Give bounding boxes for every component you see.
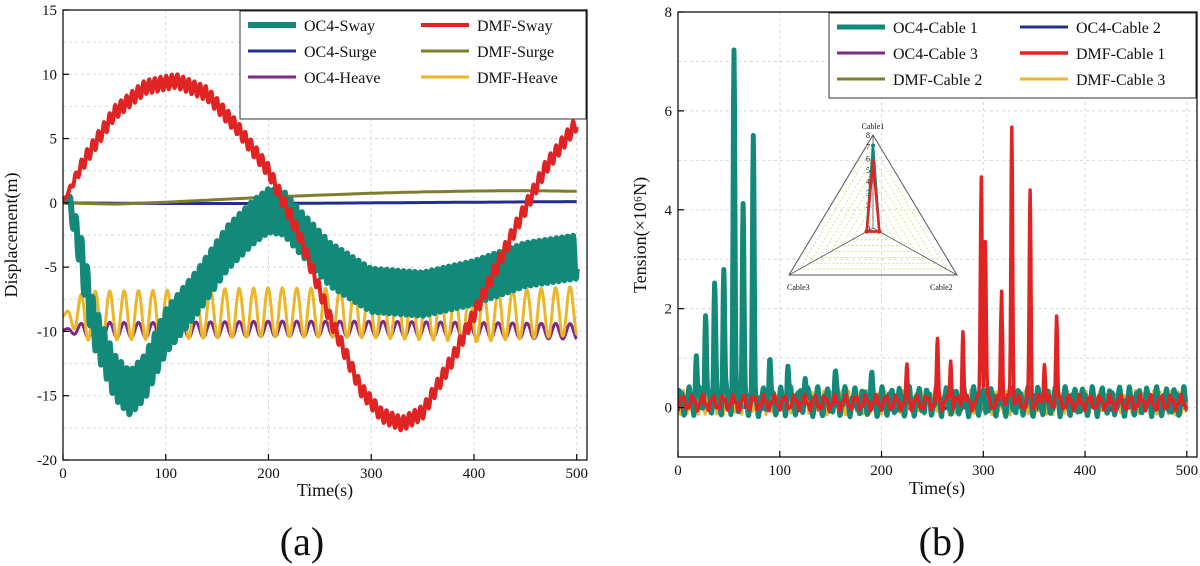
radar-grid-ring xyxy=(809,157,937,264)
panel-b-series xyxy=(678,47,1189,420)
panel-b-x-tick-label: 400 xyxy=(1074,463,1097,479)
panel-a-x-tick-label: 100 xyxy=(154,466,177,482)
panel-a-series xyxy=(63,72,580,433)
panel-b-y-tick-label: 4 xyxy=(665,203,673,219)
radar-point-oc4 xyxy=(871,143,875,148)
panel-a-legend-label-dmf-surge: DMF-Surge xyxy=(477,44,554,61)
panel-b-legend-label-oc4-cable-1: OC4-Cable 1 xyxy=(893,20,978,37)
panel-a-y-tick-label: -10 xyxy=(37,324,57,340)
panel-a-frame xyxy=(62,9,588,461)
panel-a-series-oc4-sway xyxy=(63,186,580,418)
panel-a-y-tick-label: 5 xyxy=(50,132,58,148)
panel-b-y-axis-label: Tension(×10⁶N) xyxy=(630,177,651,293)
panel-b-x-tick-label: 500 xyxy=(1176,463,1199,479)
radar-tick-label: 3 xyxy=(866,189,870,198)
radar-point-dmf xyxy=(864,229,869,234)
panel-a-series-dmf-heave xyxy=(63,285,579,344)
panel-b-legend-label-dmf-cable-2: DMF-Cable 2 xyxy=(893,72,982,89)
panel-b-y-tick-label: 2 xyxy=(665,302,673,318)
radar-point-dmf xyxy=(877,229,882,234)
panel-a-chart: 0 100 200 300 400 500 -20 -15 -10 -5 0 5 10 15 OC4-Sw… xyxy=(1,3,588,564)
panel-a-series-dmf-surge xyxy=(63,189,577,206)
radar-grid-ring xyxy=(798,145,948,270)
panel-a-x-tick-label: 0 xyxy=(59,466,67,482)
panel-b-x-tick-label: 0 xyxy=(674,463,682,479)
panel-b-y-tick-label: 6 xyxy=(665,104,673,120)
radar-axis-label-cable2: Cable2 xyxy=(930,283,953,292)
panel-a-legend-label-oc4-surge: OC4-Surge xyxy=(304,44,377,61)
panel-b-ticks: 0 100 200 300 400 500 0 2 4 6 8 xyxy=(665,5,1199,479)
panel-b-x-tick-label: 200 xyxy=(870,463,893,479)
radar-tick-label: 6 xyxy=(866,154,870,163)
panel-a-y-tick-label: 10 xyxy=(42,67,57,83)
panel-a-ticks: 0 100 200 300 400 500 -20 -15 -10 -5 0 5 10 15 xyxy=(37,3,588,482)
panel-a-legend: OC4-Sway DMF-Sway OC4-Surge DMF-Surge OC4-He… xyxy=(239,10,587,120)
panel-a-series-dmf-sway xyxy=(63,72,579,433)
panel-b-legend-label-oc4-cable-3: OC4-Cable 3 xyxy=(893,46,978,63)
panel-a-x-axis-label: Time(s) xyxy=(297,480,353,501)
radar-axis-label-cable1: Cable1 xyxy=(862,122,885,131)
radar-grid-ring xyxy=(840,192,906,246)
panel-b-legend-box xyxy=(828,12,1197,99)
panel-b-legend: OC4-Cable 1 OC4-Cable 2 OC4-Cable 3 DMF-Cab… xyxy=(828,12,1197,99)
panel-a-legend-label-dmf-sway: DMF-Sway xyxy=(477,18,553,35)
panel-a-legend-label-dmf-heave: DMF-Heave xyxy=(477,70,558,87)
panel-b-y-tick-label: 0 xyxy=(665,401,673,417)
radar-axis-cable2 xyxy=(872,227,958,276)
radar-grid-ring xyxy=(851,204,895,241)
panel-b-label: (b) xyxy=(919,519,966,564)
radar-tick-label: 5 xyxy=(866,166,870,175)
panel-a-legend-label-oc4-heave: OC4-Heave xyxy=(304,70,380,87)
radar-tick-label: 4 xyxy=(866,178,870,187)
radar-grid-ring xyxy=(830,180,916,252)
panel-a-x-tick-label: 300 xyxy=(360,466,383,482)
panel-a-y-tick-label: 0 xyxy=(50,196,58,212)
radar-outline xyxy=(788,134,958,276)
radar-tick-label: 8 xyxy=(866,131,870,140)
panel-b-y-tick-label: 8 xyxy=(665,5,673,21)
radar-point-dmf xyxy=(871,159,875,164)
panel-a-x-tick-label: 500 xyxy=(565,466,588,482)
radar-tick-label: 7 xyxy=(866,143,870,152)
panel-a-y-tick-label: 15 xyxy=(42,3,57,19)
panel-a-x-tick-label: 400 xyxy=(463,466,486,482)
panel-b-frame xyxy=(677,11,1198,458)
panel-b-x-tick-label: 300 xyxy=(972,463,995,479)
panel-b-legend-label-oc4-cable-2: OC4-Cable 2 xyxy=(1076,20,1161,37)
panel-b-x-axis-label: Time(s) xyxy=(909,478,965,499)
panel-a-legend-box xyxy=(239,10,587,120)
radar-series-dmf xyxy=(865,161,881,233)
radar-axis-label-cable3: Cable3 xyxy=(787,283,810,292)
panel-a-y-tick-label: -5 xyxy=(45,260,58,276)
panel-b-legend-label-dmf-cable-3: DMF-Cable 3 xyxy=(1076,72,1165,89)
panel-a-y-tick-label: -15 xyxy=(37,389,57,405)
panel-a-label: (a) xyxy=(280,519,324,564)
panel-b-series-dmf-cable-1 xyxy=(678,125,1189,413)
panel-b-x-tick-label: 100 xyxy=(769,463,792,479)
panel-a-legend-label-oc4-sway: OC4-Sway xyxy=(304,18,375,35)
panel-b-legend-label-dmf-cable-1: DMF-Cable 1 xyxy=(1076,46,1165,63)
panel-a-x-tick-label: 200 xyxy=(257,466,280,482)
panel-a-y-tick-label: -20 xyxy=(37,453,57,469)
panel-a-y-axis-label: Displacement(m) xyxy=(1,173,22,298)
radar-axis-cable3 xyxy=(788,227,874,276)
